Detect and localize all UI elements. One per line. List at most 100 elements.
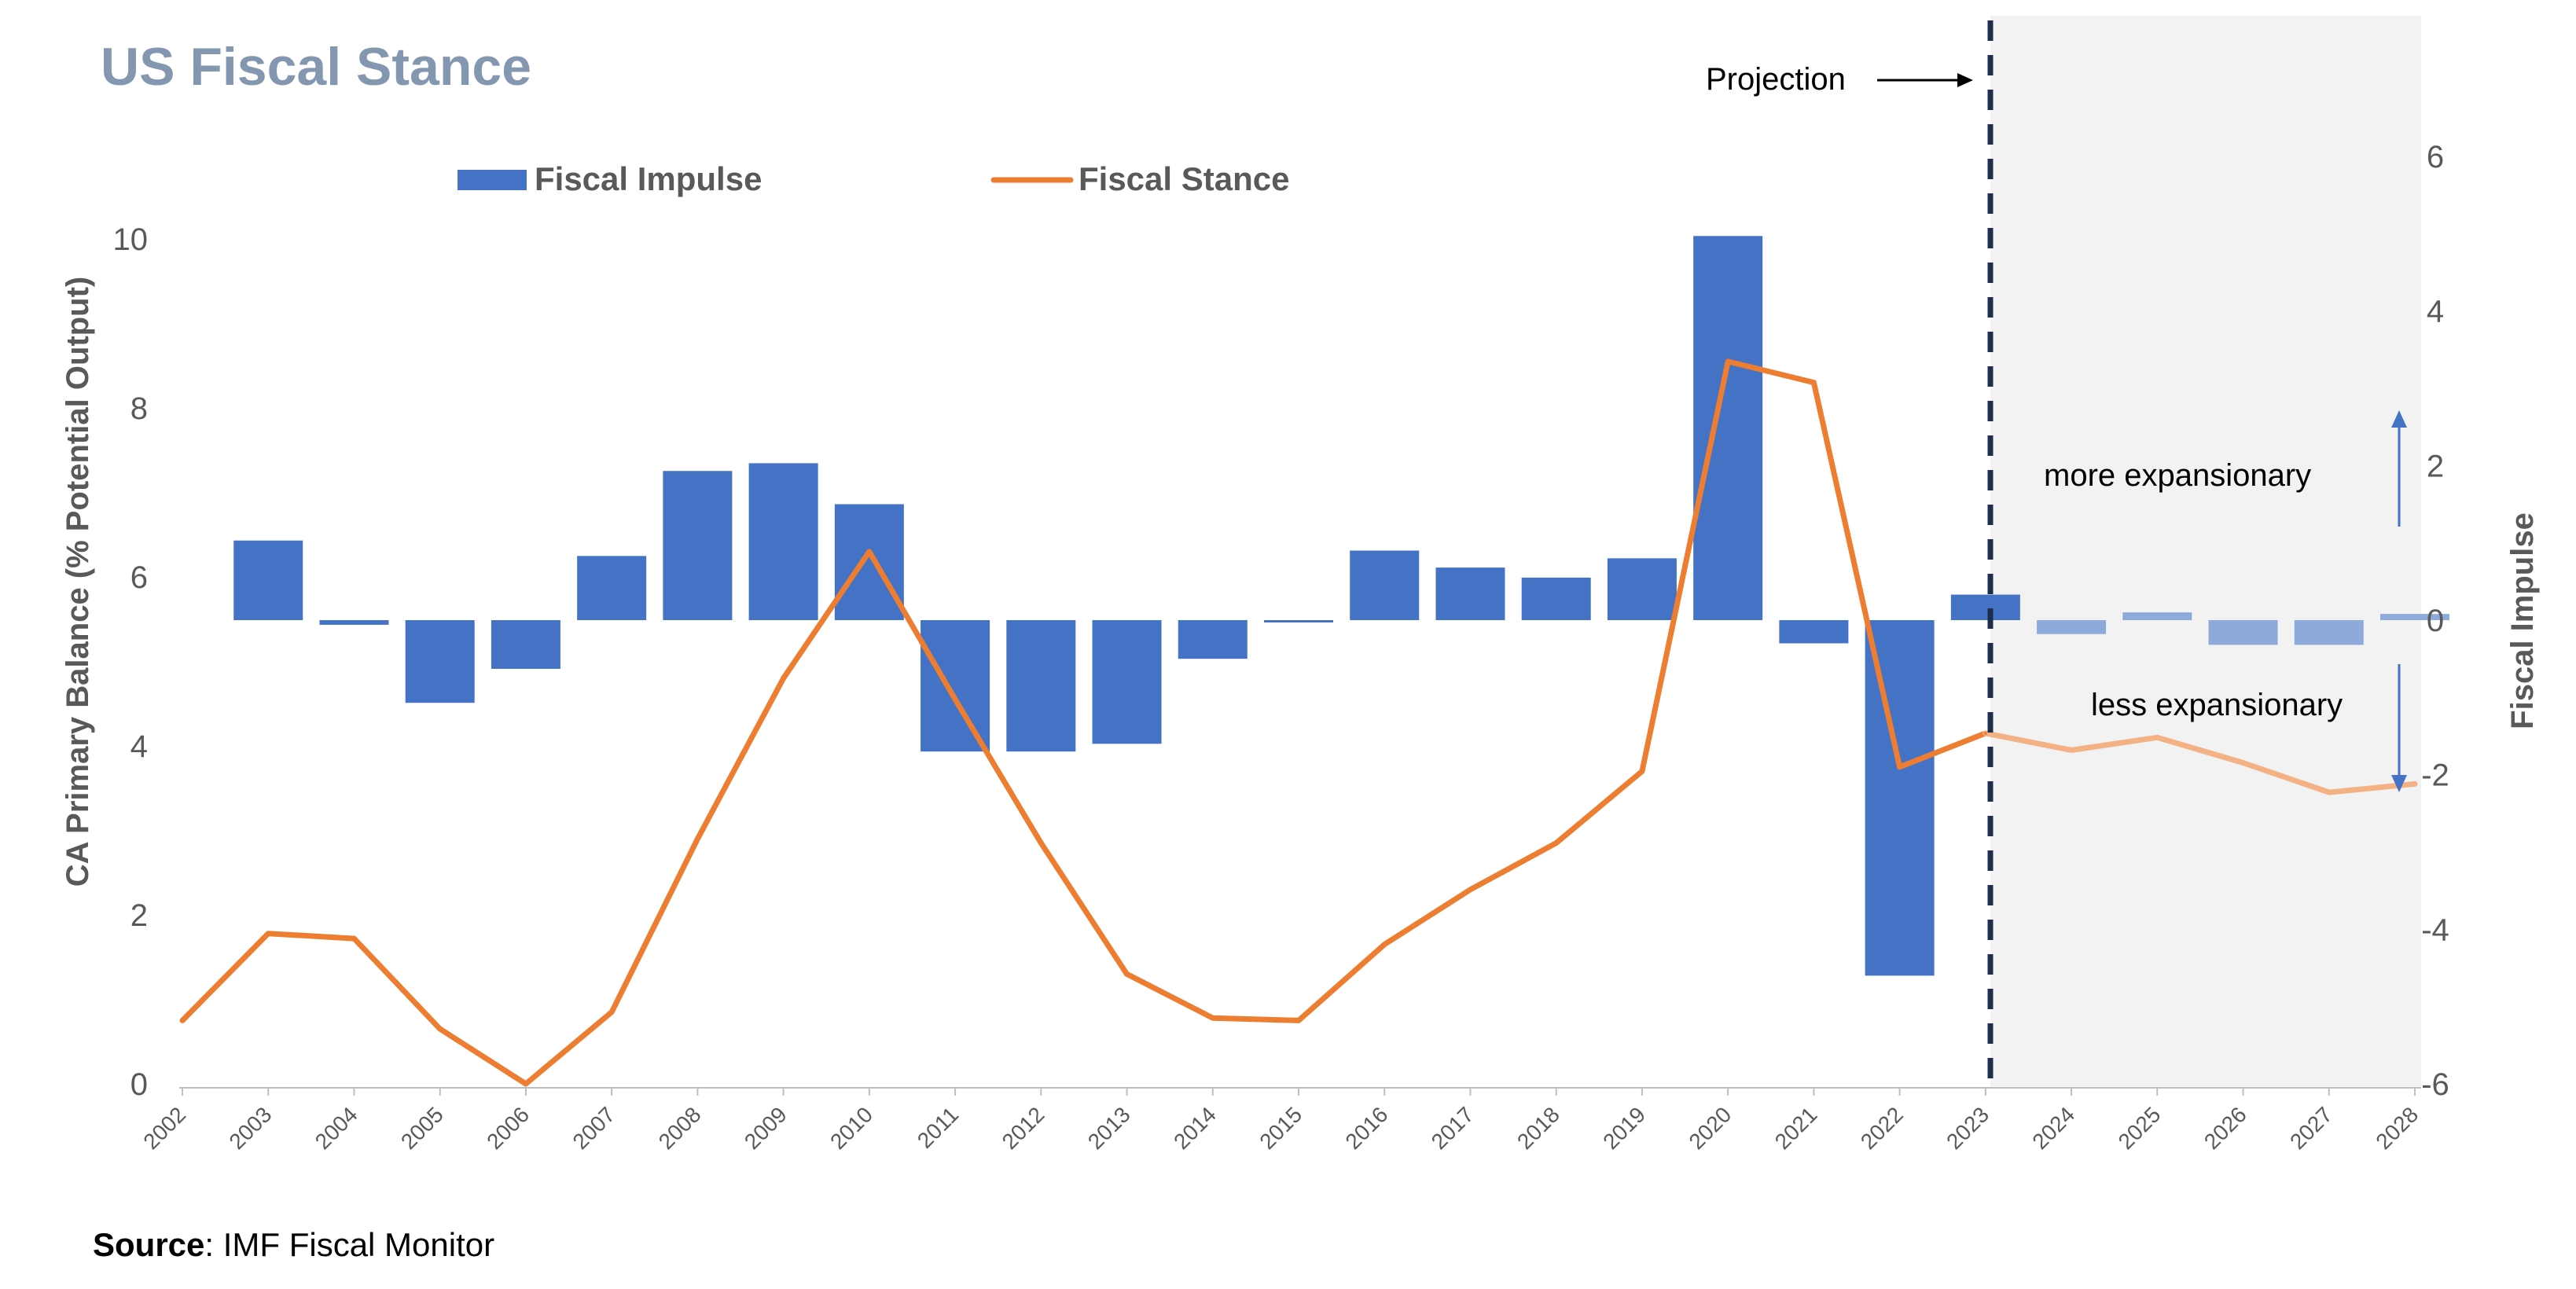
x-tick-label: 2028 xyxy=(2371,1102,2423,1154)
fiscal-stance-point-2012 xyxy=(1039,841,1043,845)
projection-arrow-head xyxy=(1957,73,1973,87)
bars-layer xyxy=(233,236,2449,976)
x-tick-label: 2012 xyxy=(998,1102,1049,1154)
fiscal-impulse-bar-2014 xyxy=(1178,620,1248,659)
projection-label: Projection xyxy=(1706,62,1846,97)
fiscal-stance-point-2010 xyxy=(867,549,871,553)
source-label: Source xyxy=(93,1226,204,1263)
y-tick-label: 0 xyxy=(130,1067,148,1102)
fiscal-impulse-bar-2025 xyxy=(2122,612,2192,620)
y2-axis-label: Fiscal Impulse xyxy=(2505,512,2540,729)
x-ticks: 2002 2003 2004 2005 2006 2007 2008 2009 2010 2011… xyxy=(138,1088,2423,1154)
annotation-less-expansionary: less expansionary xyxy=(2091,688,2343,722)
x-tick-label: 2016 xyxy=(1341,1102,1393,1154)
fiscal-stance-line-projection xyxy=(1983,730,2418,795)
fiscal-stance-point-2024 xyxy=(2070,748,2074,752)
x-tick-label: 2015 xyxy=(1255,1102,1306,1154)
x-tick-label: 2011 xyxy=(913,1102,964,1153)
legend-label-fiscal-impulse: Fiscal Impulse xyxy=(535,160,762,197)
fiscal-impulse-bar-2008 xyxy=(663,471,733,620)
annotation-more-expansionary: more expansionary xyxy=(2044,458,2311,493)
x-tick-label: 2006 xyxy=(482,1102,534,1154)
fiscal-impulse-bar-2006 xyxy=(491,620,560,669)
x-tick-label: 2023 xyxy=(1942,1102,1994,1154)
x-tick-label: 2022 xyxy=(1856,1102,1908,1154)
fiscal-stance-point-2026 xyxy=(2241,761,2245,765)
fiscal-impulse-bar-2022 xyxy=(1865,620,1935,976)
fiscal-stance-point-2027 xyxy=(2327,791,2331,795)
x-tick-label: 2025 xyxy=(2114,1102,2166,1154)
y-ticks: 0 2 4 6 8 10 xyxy=(113,222,149,1102)
fiscal-impulse-bar-2010 xyxy=(834,504,904,620)
fiscal-impulse-bar-2015 xyxy=(1264,620,1333,622)
fiscal-impulse-bar-2026 xyxy=(2208,620,2278,645)
fiscal-stance-point-2022 xyxy=(1898,765,1902,769)
fiscal-impulse-bar-2019 xyxy=(1607,558,1677,620)
arrow-down-icon xyxy=(2391,775,2407,792)
y2-tick-label: 2 xyxy=(2427,449,2444,483)
fiscal-stance-point-2007 xyxy=(610,1010,614,1014)
projection-shaded-region xyxy=(1990,16,2421,1088)
x-tick-label: 2007 xyxy=(568,1102,619,1154)
fiscal-stance-point-2013 xyxy=(1125,972,1129,976)
source-note: Source: IMF Fiscal Monitor xyxy=(93,1226,494,1263)
y2-tick-label: 6 xyxy=(2427,140,2444,174)
x-tick-label: 2019 xyxy=(1598,1102,1650,1154)
legend-label-fiscal-stance: Fiscal Stance xyxy=(1079,160,1289,197)
fiscal-stance-point-2011 xyxy=(954,697,957,701)
line-layer xyxy=(179,358,2418,1087)
y2-tick-label: -6 xyxy=(2421,1067,2449,1102)
fiscal-impulse-bar-2021 xyxy=(1779,620,1849,644)
y2-ticks: -6 -4 -2 0 2 4 6 xyxy=(2421,140,2449,1102)
x-tick-label: 2002 xyxy=(138,1102,190,1154)
fiscal-impulse-bar-2005 xyxy=(405,620,475,703)
fiscal-stance-point-2008 xyxy=(696,837,700,841)
x-tick-label: 2026 xyxy=(2199,1102,2251,1154)
fiscal-stance-point-2015 xyxy=(1297,1019,1300,1023)
fiscal-impulse-bar-2023 xyxy=(1950,594,2020,620)
fiscal-stance-point-2028 xyxy=(2413,782,2416,786)
fiscal-stance-point-2017 xyxy=(1468,887,1472,891)
fiscal-stance-line-historical xyxy=(179,358,1989,1087)
y2-tick-label: -2 xyxy=(2421,758,2449,793)
fiscal-stance-point-2023 xyxy=(1983,731,1987,735)
fiscal-impulse-bar-2007 xyxy=(577,556,647,620)
y-axis-label: CA Primary Balance (% Potential Output) xyxy=(61,277,95,887)
fiscal-stance-point-2002 xyxy=(181,1019,184,1023)
y-tick-label: 8 xyxy=(130,391,148,426)
x-tick-label: 2004 xyxy=(311,1102,362,1154)
chart-title: US Fiscal Stance xyxy=(101,37,531,97)
x-tick-label: 2017 xyxy=(1427,1102,1479,1154)
fiscal-stance-point-2006 xyxy=(524,1082,527,1085)
x-tick-label: 2010 xyxy=(825,1102,877,1154)
y-tick-label: 4 xyxy=(130,729,148,764)
source-text: : IMF Fiscal Monitor xyxy=(204,1226,494,1263)
y2-tick-label: -4 xyxy=(2421,913,2449,947)
fiscal-stance-point-2014 xyxy=(1211,1016,1215,1020)
x-tick-label: 2009 xyxy=(740,1102,792,1154)
x-tick-label: 2014 xyxy=(1169,1102,1221,1154)
fiscal-impulse-bar-2012 xyxy=(1006,620,1076,752)
x-tick-label: 2018 xyxy=(1512,1102,1564,1154)
fiscal-impulse-bar-2004 xyxy=(319,620,389,625)
y-tick-label: 6 xyxy=(130,560,148,595)
fiscal-impulse-bar-2011 xyxy=(921,620,990,752)
x-tick-label: 2027 xyxy=(2285,1102,2337,1154)
legend-swatch-fiscal-impulse xyxy=(458,170,527,190)
x-tick-label: 2008 xyxy=(654,1102,706,1154)
fiscal-impulse-bar-2016 xyxy=(1350,550,1420,620)
fiscal-stance-point-2025 xyxy=(2155,736,2159,740)
legend: Fiscal Impulse Fiscal Stance xyxy=(458,160,1289,197)
x-tick-label: 2013 xyxy=(1083,1102,1135,1154)
fiscal-stance-point-2009 xyxy=(781,677,785,680)
x-tick-label: 2021 xyxy=(1770,1102,1822,1154)
fiscal-impulse-bar-2020 xyxy=(1693,236,1763,620)
y-tick-label: 10 xyxy=(113,222,149,257)
arrow-up-icon xyxy=(2391,410,2407,428)
y2-tick-label: 0 xyxy=(2427,604,2444,638)
y-tick-label: 2 xyxy=(130,898,148,933)
fiscal-impulse-bar-2024 xyxy=(2037,620,2107,634)
x-tick-label: 2024 xyxy=(2027,1102,2079,1154)
fiscal-impulse-bar-2003 xyxy=(233,540,303,620)
fiscal-impulse-bar-2028 xyxy=(2380,614,2449,620)
